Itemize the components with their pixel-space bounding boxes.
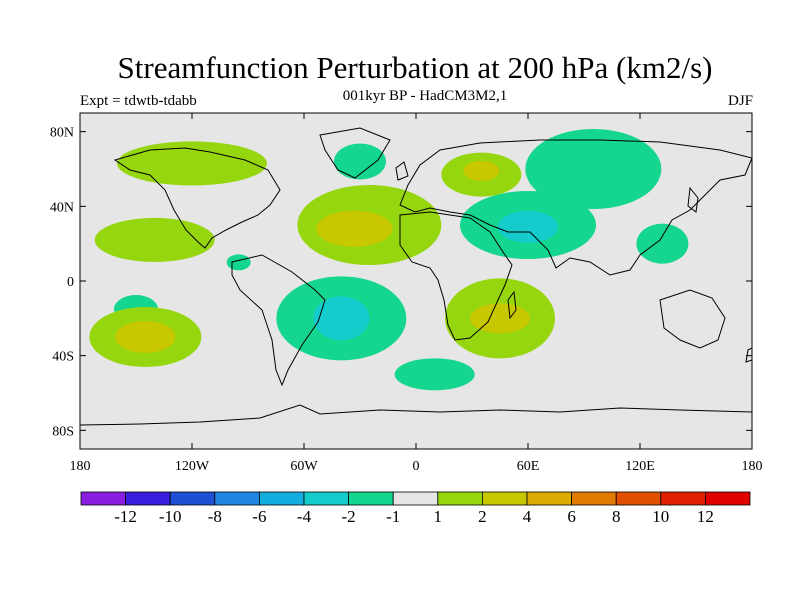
colorbar-label: -12 [114,507,137,526]
colorbar-swatch [348,491,394,506]
contour-region [463,160,500,181]
colorbar-swatch [705,491,751,506]
colorbar-swatch [169,491,216,506]
map-axes: 80N 40N 0 40S 80S 180 120W 60W 0 60E 120E 180 [50,113,763,474]
eurasia-coastline [399,139,752,276]
lon-tick-label: 180 [70,459,91,474]
contour-region [525,129,662,209]
colorbar-label: -6 [252,507,267,526]
colorbar-swatch [258,491,305,506]
colorbar-swatch [392,491,439,506]
lon-tick-label: 60W [290,459,318,474]
colorbar-swatch [303,491,349,506]
colorbar-label: -1 [386,507,401,526]
colorbar-label: 1 [433,507,443,526]
colorbar-label: -2 [341,507,356,526]
lat-tick-label: 0 [67,275,74,290]
experiment-label: Expt = tdwtb-tdabb [80,93,197,109]
colorbar-swatch [481,491,528,506]
colorbar-swatch [214,491,260,506]
lon-tick-label: 120W [175,459,210,474]
greenland-coastline [319,127,391,179]
colorbar-swatch [571,491,617,506]
colorbar-swatch [526,491,572,506]
contour-region [117,141,267,186]
uk-coastline [395,161,409,181]
contour-region [470,303,530,334]
contour-region [498,210,558,243]
colorbar-swatch [615,491,662,506]
contour-region [115,321,176,353]
colorbar-swatch [80,491,126,506]
contour-region [394,358,475,391]
lat-tick-label: 80S [52,424,74,439]
contour-region [636,223,689,264]
colorbar-swatch [437,491,483,506]
colorbar-swatch [660,491,706,506]
lon-tick-label: 120E [625,459,655,474]
season-label: DJF [727,93,753,109]
lat-tick-label: 40N [50,200,74,215]
madagascar-coastline [507,290,517,320]
coastline-layer [80,127,752,426]
colorbar-label: 8 [611,507,621,526]
south-america-coastline [231,254,326,387]
colorbar [80,491,751,506]
contour-region [226,254,251,271]
lon-tick-label: 60E [517,459,540,474]
contour-region [316,210,393,247]
lat-tick-label: 80N [50,126,74,141]
lon-tick-label: 180 [742,459,763,474]
north-america-coastline [113,147,281,249]
colorbar-swatch [125,491,171,506]
figure-title: Streamfunction Perturbation at 200 hPa (… [117,50,713,85]
contour-region [94,217,215,262]
colorbar-label: 4 [522,507,532,526]
colorbar-label: -4 [296,507,312,526]
colorbar-label: 6 [567,507,576,526]
japan-coastline [687,186,699,213]
new-zealand-coastline [745,347,752,363]
lon-tick-label: 0 [413,459,420,474]
colorbar-label: -10 [158,507,182,526]
contour-region [334,143,386,180]
contour-region [313,296,370,341]
contour-fill-layer [89,129,689,391]
model-subtitle: 001kyr BP - HadCM3M2,1 [342,88,508,104]
colorbar-label: -8 [207,507,222,526]
colorbar-label: 12 [696,507,714,526]
colorbar-label: 2 [478,507,487,526]
lat-tick-label: 40S [52,350,74,365]
australia-coastline [659,289,726,349]
africa-coastline [399,211,513,341]
antarctica-coastline [80,404,752,426]
colorbar-label: 10 [652,507,670,526]
